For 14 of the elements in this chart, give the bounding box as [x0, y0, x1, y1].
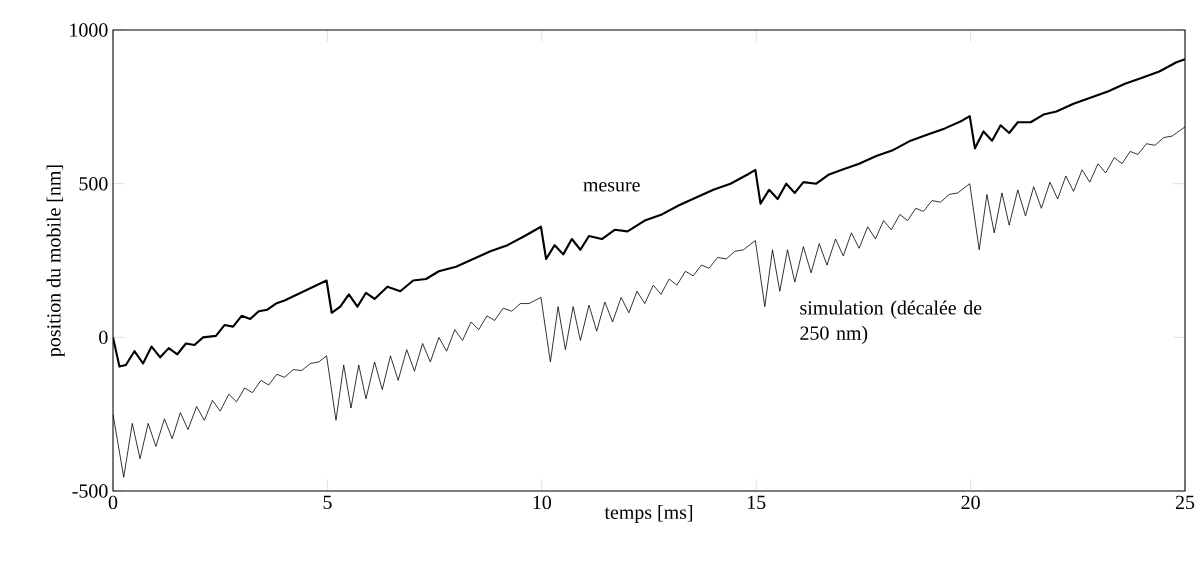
series-label: simulation (décalée de 250 nm): [800, 300, 982, 344]
x-tick-label: 15: [748, 495, 766, 510]
x-tick-label: 25: [1175, 495, 1195, 510]
x-tick-label: 5: [323, 495, 332, 509]
series-label: mesure: [583, 182, 640, 192]
y-tick-label: 0: [99, 330, 108, 345]
x-tick-label: 20: [961, 495, 980, 510]
y-tick-label: -500: [72, 484, 108, 498]
x-tick-label: 10: [533, 495, 552, 510]
x-tick-label: 0: [108, 495, 118, 510]
y-tick-label: 1000: [70, 23, 108, 37]
y-axis-title: position du mobile [nm]: [46, 165, 65, 357]
x-axis-title: temps [ms]: [604, 505, 693, 524]
y-tick-label: 500: [79, 176, 108, 191]
